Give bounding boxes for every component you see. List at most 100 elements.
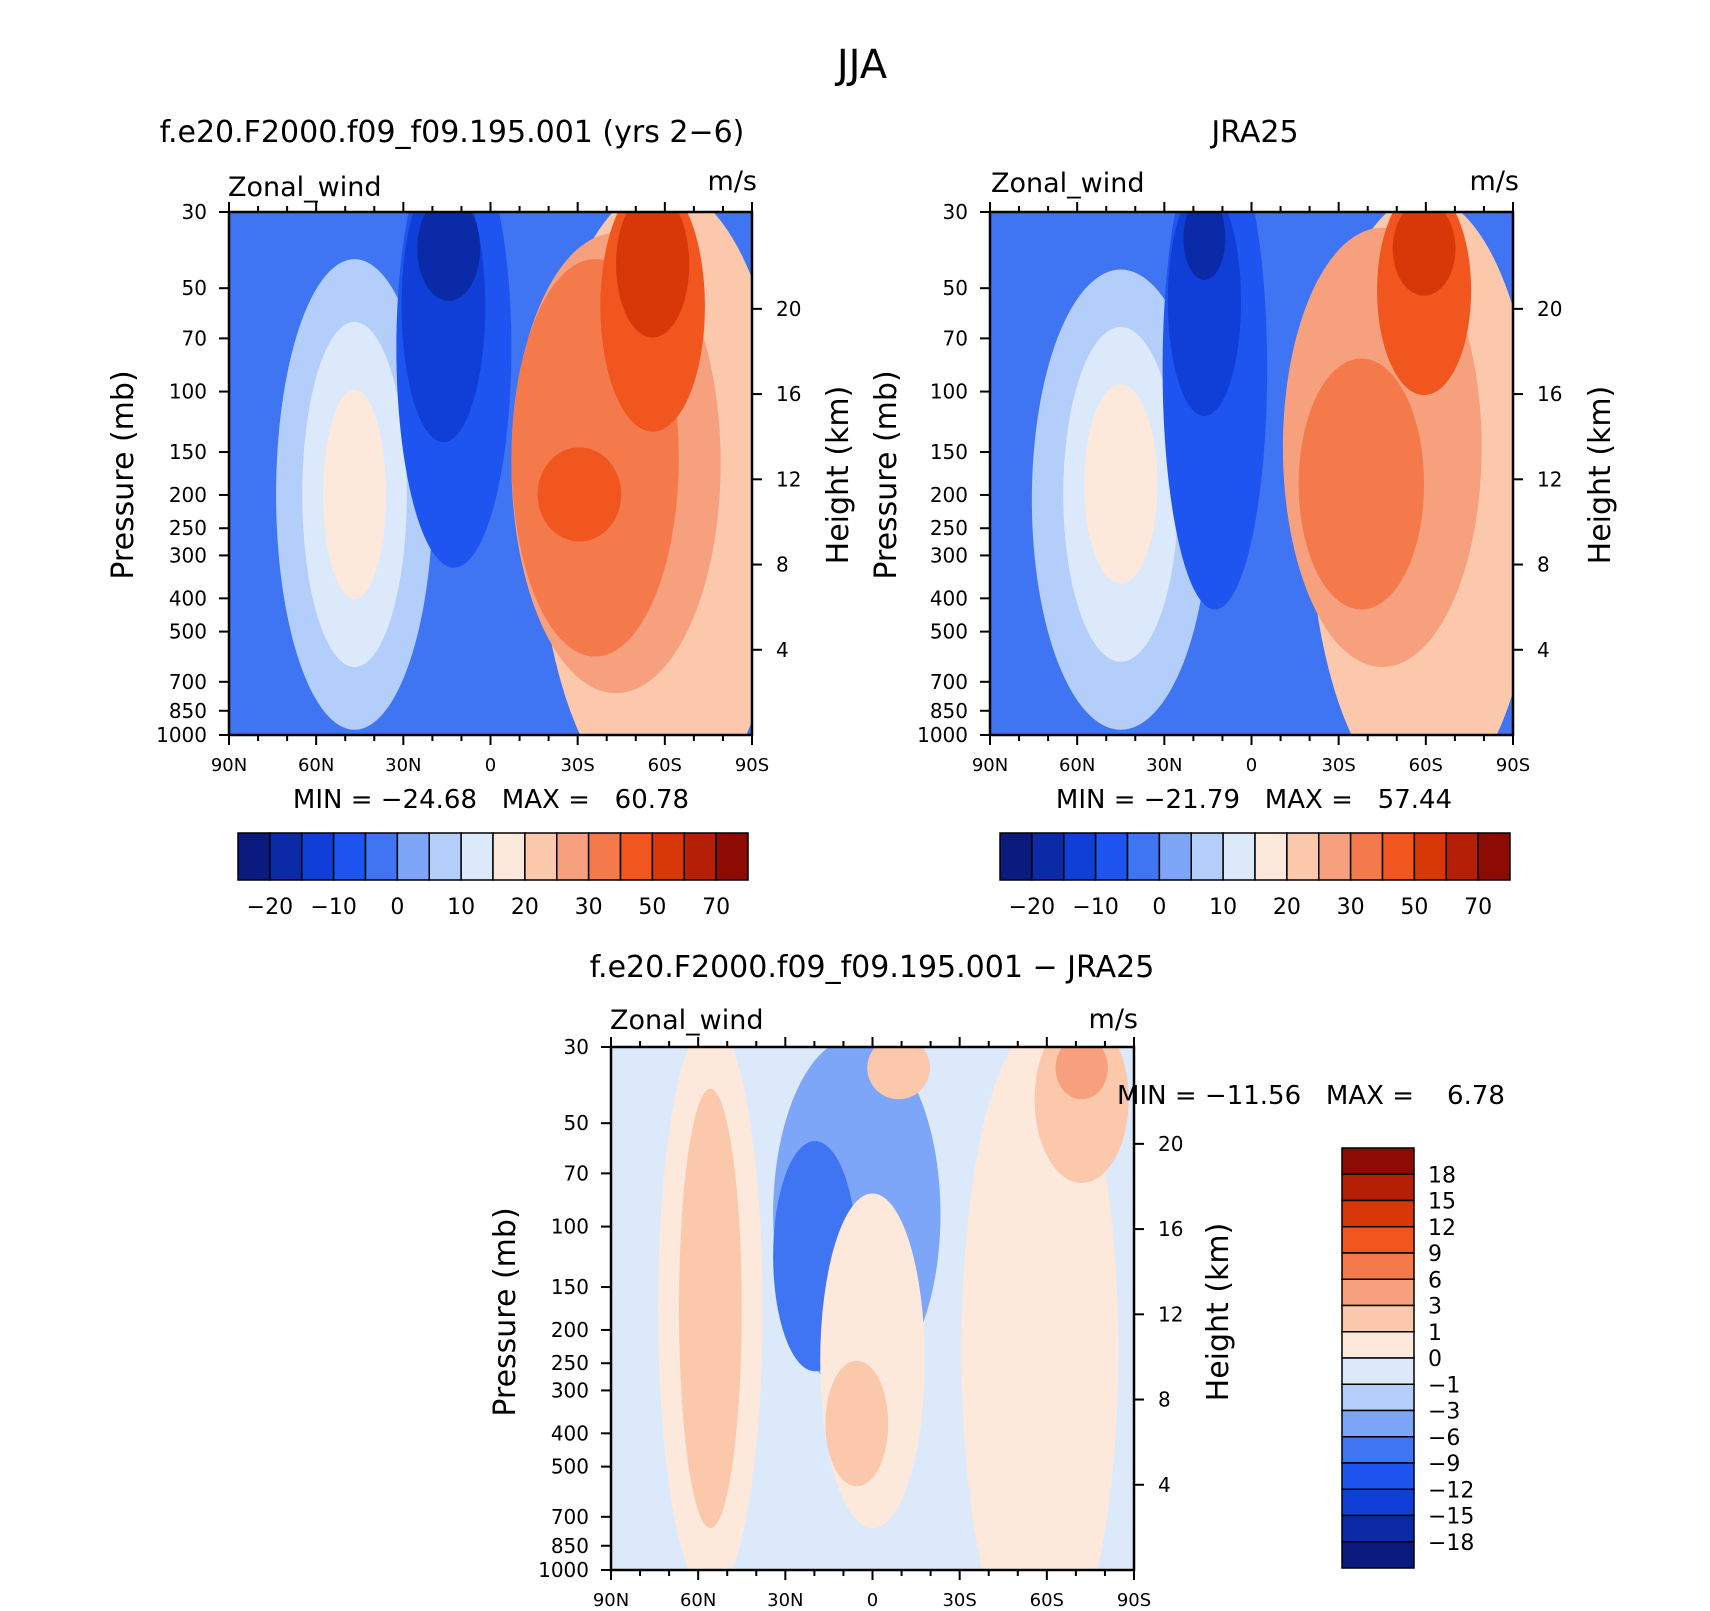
y-tick-label: 70 bbox=[564, 1161, 589, 1185]
y-axis-label: Pressure (mb) bbox=[488, 1207, 523, 1416]
y2-axis-label: Height (km) bbox=[821, 386, 856, 565]
y-tick-label: 30 bbox=[564, 1035, 589, 1059]
x-tick-label: 90S bbox=[735, 755, 769, 776]
x-tick-label: 90S bbox=[1496, 755, 1530, 776]
y-tick-label: 300 bbox=[169, 543, 207, 567]
colorbar-label: 18 bbox=[1428, 1163, 1456, 1188]
x-tick-label: 30N bbox=[767, 1590, 803, 1611]
colorbar-swatch bbox=[556, 832, 590, 881]
y-tick-label: 150 bbox=[169, 440, 207, 464]
colorbar-swatch bbox=[396, 832, 430, 881]
colorbar-swatch bbox=[1477, 832, 1511, 881]
y-tick-label: 150 bbox=[930, 440, 968, 464]
y-tick-label: 400 bbox=[930, 586, 968, 610]
x-tick-label: 60S bbox=[648, 755, 682, 776]
y-tick-label: 70 bbox=[943, 326, 968, 350]
y2-axis-label: Height (km) bbox=[1583, 386, 1618, 565]
y2-tick-label: 12 bbox=[1537, 467, 1562, 491]
plot-axes: 90N 60N 30N 0 30S 60S 90S 30 50 70 100 150 200 250 300… bbox=[917, 200, 1562, 776]
colorbar-label: −12 bbox=[1428, 1478, 1474, 1503]
y-tick-label: 100 bbox=[930, 380, 968, 404]
y-tick-label: 1000 bbox=[917, 723, 968, 747]
colorbar-label: 70 bbox=[702, 895, 730, 920]
colorbar-swatch bbox=[587, 832, 622, 881]
colorbar-swatch bbox=[1318, 832, 1352, 881]
colorbar-label: −9 bbox=[1428, 1452, 1460, 1477]
y2-tick-label: 12 bbox=[776, 467, 801, 491]
contour-region bbox=[820, 1193, 925, 1529]
y2-tick-label: 8 bbox=[776, 553, 789, 577]
contour-region bbox=[678, 1088, 742, 1529]
x-tick-label: 90S bbox=[1117, 1590, 1151, 1611]
contour-region bbox=[1034, 1047, 1129, 1183]
panel-model-variable-label: Zonal_wind bbox=[228, 172, 382, 203]
y2-tick-label: 20 bbox=[1158, 1132, 1183, 1156]
y-tick-label: 850 bbox=[930, 699, 968, 723]
colorbar-swatch bbox=[1190, 832, 1224, 881]
contour-region bbox=[1392, 212, 1456, 296]
y-tick-label: 500 bbox=[551, 1455, 589, 1479]
y-tick-label: 70 bbox=[182, 326, 207, 350]
contour-region bbox=[616, 212, 690, 338]
y-tick-label: 250 bbox=[551, 1351, 589, 1375]
contour-region bbox=[417, 212, 481, 301]
panel-obs: JRA25 Zonal_wind m/s 90N 60N 30N 0 30S 60S 90S… bbox=[869, 115, 1618, 920]
panel-obs-variable-label: Zonal_wind bbox=[991, 168, 1145, 199]
colorbar-label: 6 bbox=[1428, 1268, 1442, 1293]
y-tick-label: 100 bbox=[551, 1215, 589, 1239]
colorbar-label: 9 bbox=[1428, 1242, 1442, 1267]
x-tick-label: 60S bbox=[1409, 755, 1443, 776]
min-max-stats: MIN = −24.68 MAX = 60.78 bbox=[293, 785, 689, 815]
x-tick-label: 30N bbox=[385, 755, 421, 776]
colorbar-swatch bbox=[492, 832, 526, 881]
colorbar-swatch bbox=[1341, 1147, 1415, 1175]
y-tick-label: 500 bbox=[930, 620, 968, 644]
colorbar-swatch bbox=[683, 832, 717, 881]
y2-tick-label: 4 bbox=[776, 638, 789, 662]
colorbar-label: 1 bbox=[1428, 1321, 1442, 1346]
y-tick-label: 250 bbox=[930, 516, 968, 540]
y-tick-label: 1000 bbox=[538, 1558, 589, 1582]
colorbar-swatch bbox=[619, 832, 654, 881]
x-tick-label: 90N bbox=[972, 755, 1008, 776]
panel-difference: f.e20.F2000.f09_f09.195.001 − JRA25 Zona… bbox=[488, 950, 1505, 1611]
colorbar-label: 10 bbox=[1209, 895, 1237, 920]
colorbar: −20 −10 0 10 20 30 50 70 bbox=[237, 832, 749, 920]
colorbar-swatch bbox=[1341, 1304, 1415, 1333]
y2-tick-label: 16 bbox=[776, 382, 801, 406]
x-tick-label: 0 bbox=[867, 1590, 878, 1611]
y-axis-label: Pressure (mb) bbox=[106, 370, 141, 579]
y-tick-label: 400 bbox=[551, 1421, 589, 1445]
y-tick-label: 700 bbox=[930, 670, 968, 694]
x-tick-label: 0 bbox=[1246, 755, 1257, 776]
contour-field bbox=[229, 212, 752, 735]
contour-field bbox=[990, 212, 1513, 735]
contour-region bbox=[1298, 358, 1425, 610]
x-tick-label: 30S bbox=[942, 1590, 976, 1611]
x-tick-label: 30S bbox=[560, 755, 594, 776]
colorbar-swatch bbox=[1158, 832, 1192, 881]
colorbar: −20 −10 0 10 20 30 50 70 bbox=[999, 832, 1511, 920]
colorbar-swatch bbox=[715, 832, 749, 881]
panel-model: f.e20.F2000.f09_f09.195.001 (yrs 2−6) Zo… bbox=[106, 115, 856, 920]
y2-tick-label: 8 bbox=[1158, 1388, 1171, 1412]
colorbar-label: 10 bbox=[447, 895, 475, 920]
y-tick-label: 250 bbox=[169, 516, 207, 540]
contour-region bbox=[1055, 1047, 1108, 1100]
colorbar-label: 70 bbox=[1464, 895, 1492, 920]
y-tick-label: 700 bbox=[551, 1505, 589, 1529]
y-tick-label: 500 bbox=[169, 620, 207, 644]
y2-tick-label: 20 bbox=[1537, 297, 1562, 321]
colorbar-label: 0 bbox=[390, 895, 404, 920]
colorbar-swatch bbox=[1094, 832, 1129, 881]
colorbar-swatch bbox=[1413, 832, 1447, 881]
plot-axes: 90N 60N 30N 0 30S 60S 90S 30 50 70 100 150 200 250 300… bbox=[538, 1035, 1183, 1611]
y-tick-label: 30 bbox=[182, 200, 207, 224]
x-tick-label: 30N bbox=[1146, 755, 1182, 776]
colorbar-label: −15 bbox=[1428, 1505, 1474, 1530]
colorbar-label: 30 bbox=[1337, 895, 1365, 920]
panel-difference-units: m/s bbox=[1089, 1004, 1138, 1035]
colorbar-swatch bbox=[1341, 1226, 1415, 1254]
y-tick-label: 300 bbox=[930, 543, 968, 567]
colorbar-swatch bbox=[1063, 832, 1097, 881]
